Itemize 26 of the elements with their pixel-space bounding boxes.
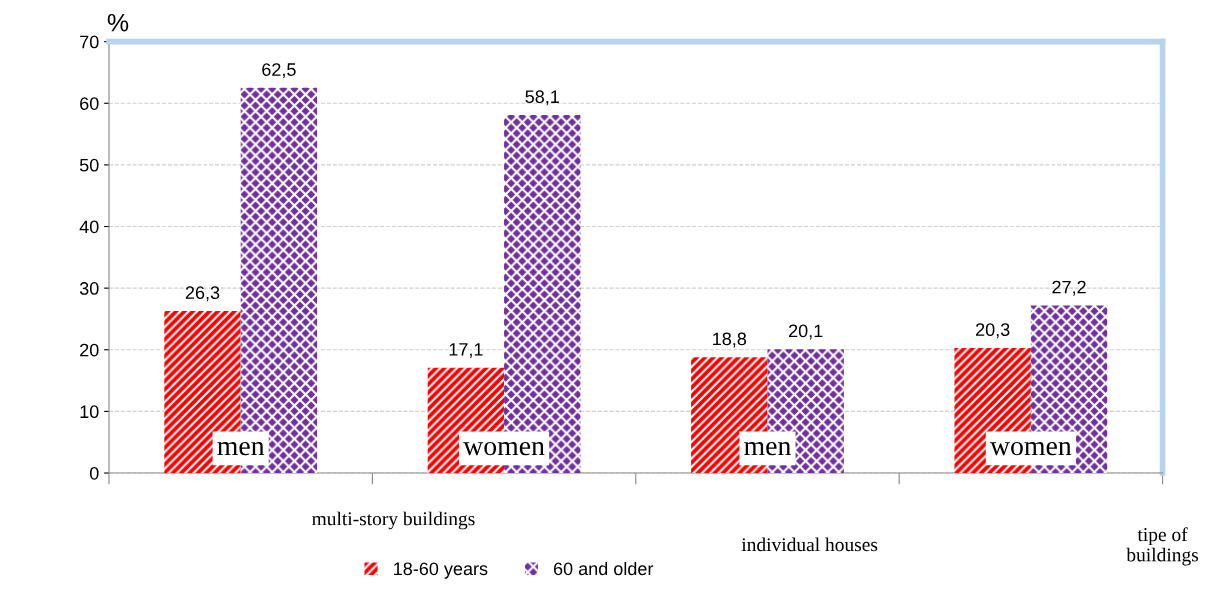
y-tick-label: 0 [89, 466, 99, 480]
y-tick-label: 20 [80, 343, 99, 357]
x-tick-label: men [744, 441, 791, 456]
x-tick-label: men [217, 441, 265, 456]
legend-label: 60 and older [553, 561, 654, 576]
data-label: 26,3 [185, 286, 220, 302]
data-label: 18,8 [713, 332, 747, 348]
y-axis-title: % [107, 13, 129, 32]
data-label: 20,3 [976, 323, 1010, 339]
y-tick-label: 10 [80, 405, 99, 419]
x-tick-label: women [990, 441, 1072, 456]
text: multi-story buildings [312, 511, 475, 530]
legend-label: 18-60 years [394, 562, 488, 579]
y-tick-label: 50 [79, 158, 99, 172]
y-tick-label: 30 [79, 282, 99, 295]
text: individual houses [741, 537, 878, 552]
x-tick-label: women [463, 441, 545, 456]
y-tick-label: 60 [80, 97, 99, 110]
data-label: 62,5 [262, 63, 296, 79]
data-label: 27,2 [1052, 280, 1086, 296]
data-label: 17,1 [449, 343, 483, 358]
y-tick-label: 40 [79, 220, 99, 234]
y-tick-label: 70 [80, 35, 99, 49]
data-label: 20,1 [789, 324, 823, 340]
data-label: 58,1 [525, 90, 559, 106]
x-axis-title: tipe of buildings [1126, 527, 1199, 566]
